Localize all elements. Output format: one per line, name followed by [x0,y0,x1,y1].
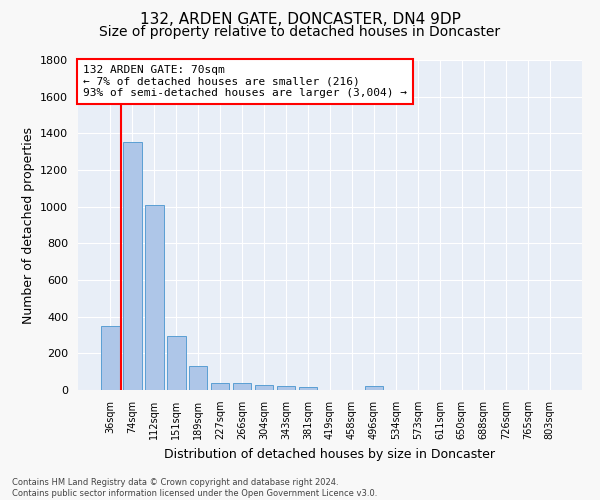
Bar [167,336,185,390]
Text: Size of property relative to detached houses in Doncaster: Size of property relative to detached ho… [100,25,500,39]
Bar [123,142,142,390]
Bar [211,382,229,390]
X-axis label: Distribution of detached houses by size in Doncaster: Distribution of detached houses by size … [164,448,496,460]
Bar [365,386,383,390]
Bar [255,384,274,390]
Bar [233,383,251,390]
Text: Contains HM Land Registry data © Crown copyright and database right 2024.
Contai: Contains HM Land Registry data © Crown c… [12,478,377,498]
Y-axis label: Number of detached properties: Number of detached properties [22,126,35,324]
Bar [277,386,295,390]
Bar [299,387,317,390]
Bar [189,366,208,390]
Text: 132 ARDEN GATE: 70sqm
← 7% of detached houses are smaller (216)
93% of semi-deta: 132 ARDEN GATE: 70sqm ← 7% of detached h… [83,65,407,98]
Text: 132, ARDEN GATE, DONCASTER, DN4 9DP: 132, ARDEN GATE, DONCASTER, DN4 9DP [140,12,460,28]
Bar [101,326,119,390]
Bar [145,205,164,390]
